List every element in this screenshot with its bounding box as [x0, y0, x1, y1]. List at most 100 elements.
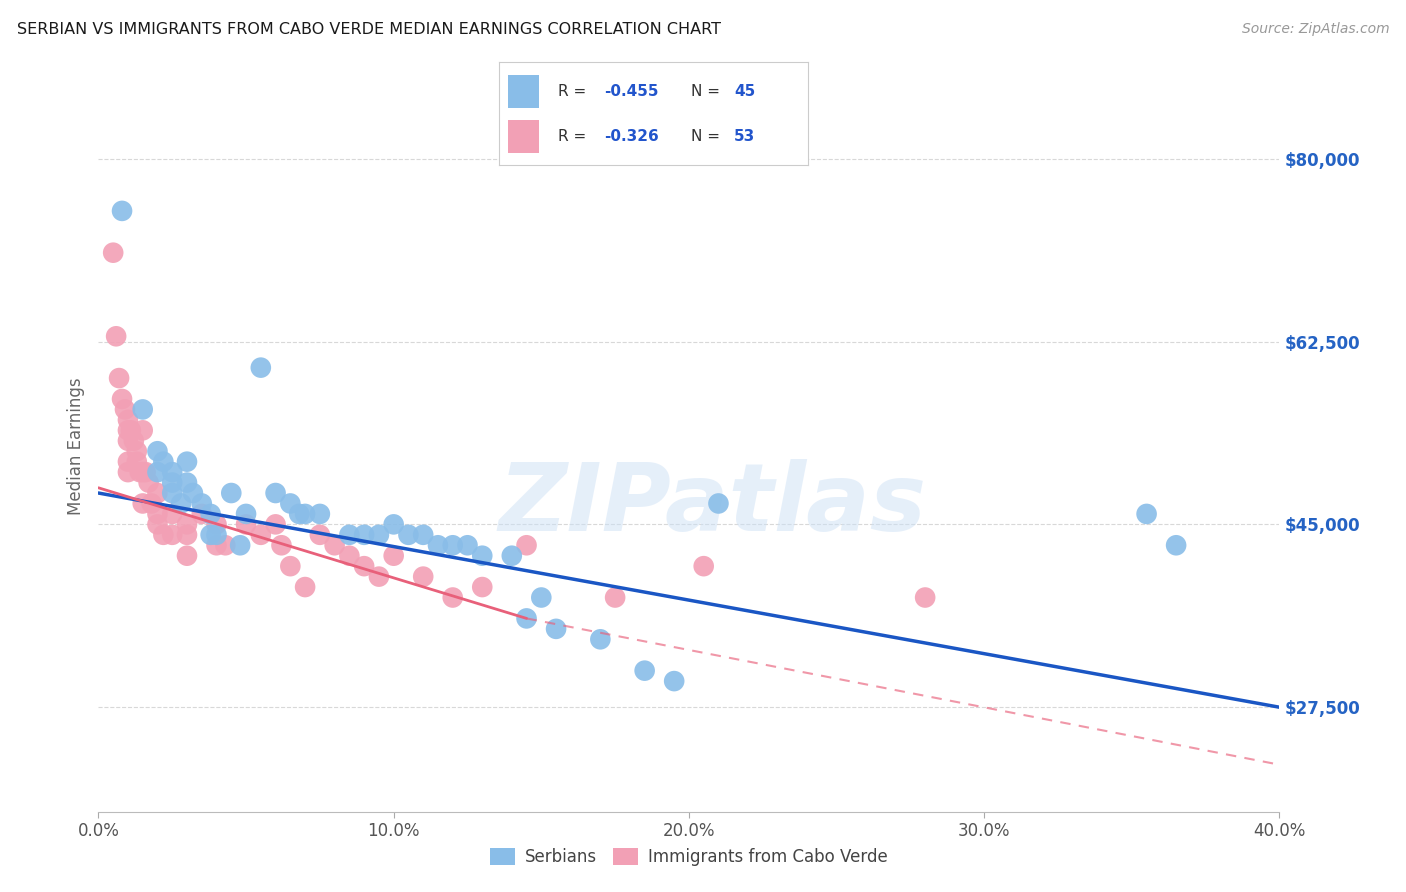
Point: [176, 455, 198, 469]
Point: [1135, 507, 1157, 521]
Point: [278, 559, 302, 574]
Point: [176, 549, 198, 563]
Point: [205, 517, 228, 532]
Point: [176, 528, 198, 542]
Point: [294, 507, 316, 521]
Point: [353, 559, 375, 574]
Point: [250, 528, 273, 542]
Text: N =: N =: [690, 128, 724, 144]
Point: [368, 528, 391, 542]
Point: [181, 486, 204, 500]
Point: [264, 486, 287, 500]
Point: [337, 549, 360, 563]
Point: [412, 528, 434, 542]
Y-axis label: Median Earnings: Median Earnings: [66, 377, 84, 515]
Point: [117, 423, 139, 437]
Point: [200, 528, 222, 542]
Point: [396, 528, 419, 542]
Point: [146, 486, 169, 500]
Point: [353, 528, 375, 542]
Point: [250, 360, 273, 375]
Point: [103, 245, 125, 260]
Point: [337, 528, 360, 542]
Text: R =: R =: [558, 128, 591, 144]
Point: [707, 496, 730, 510]
Point: [471, 549, 494, 563]
Point: [229, 538, 252, 552]
Point: [368, 569, 391, 583]
Point: [589, 632, 612, 647]
Point: [132, 465, 155, 479]
Bar: [509, 120, 540, 153]
Point: [664, 674, 686, 689]
Point: [456, 538, 478, 552]
Point: [105, 329, 128, 343]
Point: [191, 507, 214, 521]
Point: [117, 434, 139, 448]
Point: [170, 496, 193, 510]
Point: [132, 496, 155, 510]
Point: [176, 517, 198, 532]
Point: [125, 444, 148, 458]
Text: N =: N =: [690, 84, 724, 99]
Point: [294, 580, 316, 594]
Point: [117, 413, 139, 427]
Point: [530, 591, 553, 605]
Point: [111, 203, 134, 218]
Point: [146, 465, 169, 479]
Point: [117, 455, 139, 469]
Point: [120, 423, 142, 437]
Point: [235, 517, 257, 532]
Point: [235, 507, 257, 521]
Point: [309, 528, 332, 542]
Point: [914, 591, 936, 605]
Point: [214, 538, 236, 552]
Point: [138, 475, 160, 490]
Point: [132, 423, 155, 437]
Point: [111, 392, 134, 406]
Point: [176, 475, 198, 490]
Point: [427, 538, 450, 552]
Point: [412, 569, 434, 583]
Point: [152, 455, 174, 469]
Text: R =: R =: [558, 84, 591, 99]
Point: [219, 486, 242, 500]
Point: [146, 444, 169, 458]
Point: [288, 507, 311, 521]
Point: [108, 371, 131, 385]
Point: [162, 465, 183, 479]
Point: [117, 465, 139, 479]
Text: SERBIAN VS IMMIGRANTS FROM CABO VERDE MEDIAN EARNINGS CORRELATION CHART: SERBIAN VS IMMIGRANTS FROM CABO VERDE ME…: [17, 22, 721, 37]
Text: Source: ZipAtlas.com: Source: ZipAtlas.com: [1241, 22, 1389, 37]
Point: [270, 538, 292, 552]
Point: [471, 580, 494, 594]
Text: -0.326: -0.326: [605, 128, 659, 144]
Point: [264, 517, 287, 532]
Point: [162, 507, 183, 521]
Point: [633, 664, 655, 678]
Point: [544, 622, 567, 636]
Point: [146, 507, 169, 521]
Point: [323, 538, 346, 552]
Point: [515, 611, 537, 625]
Text: 53: 53: [734, 128, 755, 144]
Point: [205, 528, 228, 542]
Point: [382, 517, 405, 532]
Point: [515, 538, 537, 552]
Point: [605, 591, 627, 605]
Text: ZIPatlas: ZIPatlas: [499, 458, 927, 550]
Point: [152, 528, 174, 542]
Point: [191, 496, 214, 510]
Point: [205, 538, 228, 552]
Point: [132, 402, 155, 417]
Point: [1164, 538, 1187, 552]
Point: [501, 549, 523, 563]
Point: [122, 434, 145, 448]
Text: 45: 45: [734, 84, 755, 99]
Legend: Serbians, Immigrants from Cabo Verde: Serbians, Immigrants from Cabo Verde: [484, 841, 894, 873]
Point: [114, 402, 136, 417]
Point: [441, 538, 464, 552]
Point: [128, 465, 150, 479]
Point: [125, 455, 148, 469]
Point: [278, 496, 302, 510]
